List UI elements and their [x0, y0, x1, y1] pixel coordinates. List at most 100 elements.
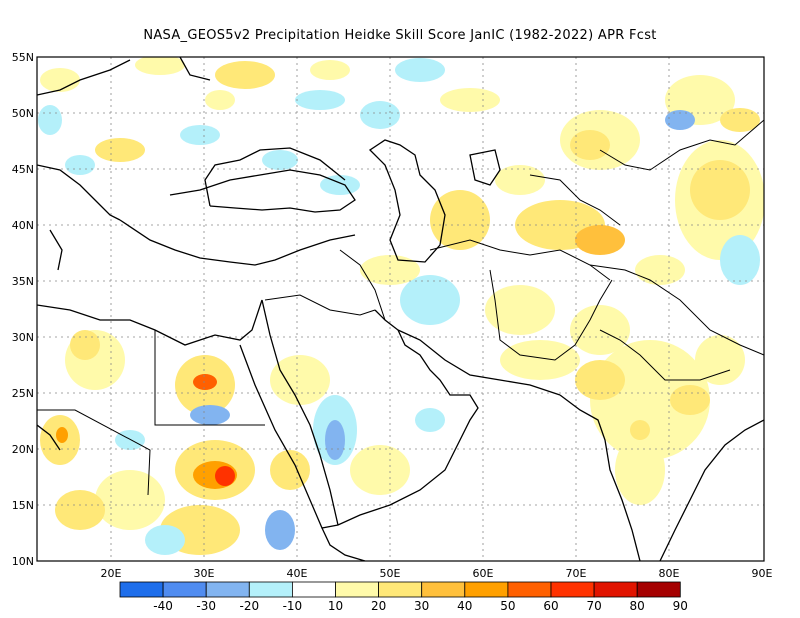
field-patch [215, 61, 275, 89]
field-patch [665, 110, 695, 130]
field-patch [485, 285, 555, 335]
map-title: NASA_GEOS5v2 Precipitation Heidke Skill … [143, 28, 657, 43]
field-patch [38, 105, 62, 135]
longitude-labels: 20E 30E 40E 50E 60E 70E 80E 90E [101, 567, 773, 580]
lon-tick-label: 50E [380, 567, 401, 580]
field-patch [360, 101, 400, 129]
lat-tick-label: 45N [12, 163, 34, 176]
colorbar-swatch [162, 581, 207, 598]
field-patch [500, 340, 580, 380]
field-patch [40, 68, 80, 92]
field-patch [575, 225, 625, 255]
colorbar-swatch [464, 581, 509, 598]
colorbar-label: 90 [673, 599, 688, 613]
lon-tick-label: 30E [194, 567, 215, 580]
lon-tick-label: 90E [752, 567, 773, 580]
field-patch [575, 360, 625, 400]
colorbar-label: 40 [457, 599, 472, 613]
field-patch [145, 525, 185, 555]
field-patch [180, 125, 220, 145]
field-patch [615, 435, 665, 505]
field-patch [570, 130, 610, 160]
field-patch [55, 490, 105, 530]
colorbar-swatch [335, 581, 379, 598]
lon-tick-label: 70E [566, 567, 587, 580]
lat-tick-label: 10N [12, 555, 34, 568]
colorbar-label: -10 [283, 599, 303, 613]
coastlines [37, 57, 764, 561]
colorbar-swatch [593, 581, 638, 598]
field-patch [270, 355, 330, 405]
colorbar-label: -20 [239, 599, 259, 613]
colorbar-label: -40 [153, 599, 173, 613]
field-patch [690, 160, 750, 220]
field-patch [270, 450, 310, 490]
field-patch [190, 405, 230, 425]
lon-tick-label: 80E [659, 567, 680, 580]
colorbar-label: 20 [371, 599, 386, 613]
lat-tick-label: 55N [12, 51, 34, 64]
field-patch [325, 420, 345, 460]
field-patch [95, 138, 145, 162]
plot-frame [36, 56, 765, 562]
field-patch [630, 420, 650, 440]
colorbar-swatch [507, 581, 552, 598]
colorbar-swatch [636, 581, 681, 598]
field-patch [70, 330, 100, 360]
field-patch [320, 175, 360, 195]
colorbar: -40 -30 -20 -10 10 20 30 40 50 60 70 80 90 [119, 581, 688, 613]
field-patch [205, 90, 235, 110]
lat-tick-label: 40N [12, 219, 34, 232]
colorbar-swatch [421, 581, 466, 598]
field-patch [495, 165, 545, 195]
colorbar-label: 70 [586, 599, 601, 613]
colorbar-swatch [205, 581, 250, 598]
gridlines [37, 57, 764, 561]
colorbar-label: 10 [328, 599, 343, 613]
colorbar-swatch [248, 581, 293, 598]
field-patch [360, 255, 420, 285]
field-patch [95, 470, 165, 530]
country-borders [37, 119, 764, 496]
field-patch [262, 150, 298, 170]
lat-tick-label: 20N [12, 443, 34, 456]
field-patch [695, 335, 745, 385]
field-patch [295, 90, 345, 110]
lat-tick-label: 25N [12, 387, 34, 400]
lat-tick-label: 50N [12, 107, 34, 120]
lon-tick-label: 60E [473, 567, 494, 580]
field-patch [56, 427, 68, 443]
field-patch [193, 374, 217, 390]
field-patch [400, 275, 460, 325]
field-patch [65, 155, 95, 175]
field-patch [265, 510, 295, 550]
colorbar-label: -30 [196, 599, 216, 613]
colorbar-label: 60 [543, 599, 558, 613]
field-patch [635, 255, 685, 285]
field-patch [415, 408, 445, 432]
field-patch [395, 58, 445, 82]
latitude-labels: 55N 50N 45N 40N 35N 30N 25N 20N 15N 10N [12, 51, 34, 568]
field-patch [115, 430, 145, 450]
field-patch [440, 88, 500, 112]
colorbar-swatch [291, 581, 336, 598]
lat-tick-label: 15N [12, 499, 34, 512]
colorbar-label: 50 [500, 599, 515, 613]
colorbar-swatch [378, 581, 423, 598]
field-patch [215, 466, 235, 486]
lat-tick-label: 35N [12, 275, 34, 288]
field-patch [720, 235, 760, 285]
lon-tick-label: 40E [287, 567, 308, 580]
field-patch [350, 445, 410, 495]
field-patch [310, 60, 350, 80]
field-patch [670, 385, 710, 415]
colorbar-swatch [119, 581, 164, 598]
field-patch [135, 57, 185, 75]
field-patch [430, 190, 490, 250]
lon-tick-label: 20E [101, 567, 122, 580]
colorbar-label: 30 [414, 599, 429, 613]
field-patch [720, 108, 760, 132]
colorbar-label: 80 [630, 599, 645, 613]
skill-field [38, 57, 764, 555]
